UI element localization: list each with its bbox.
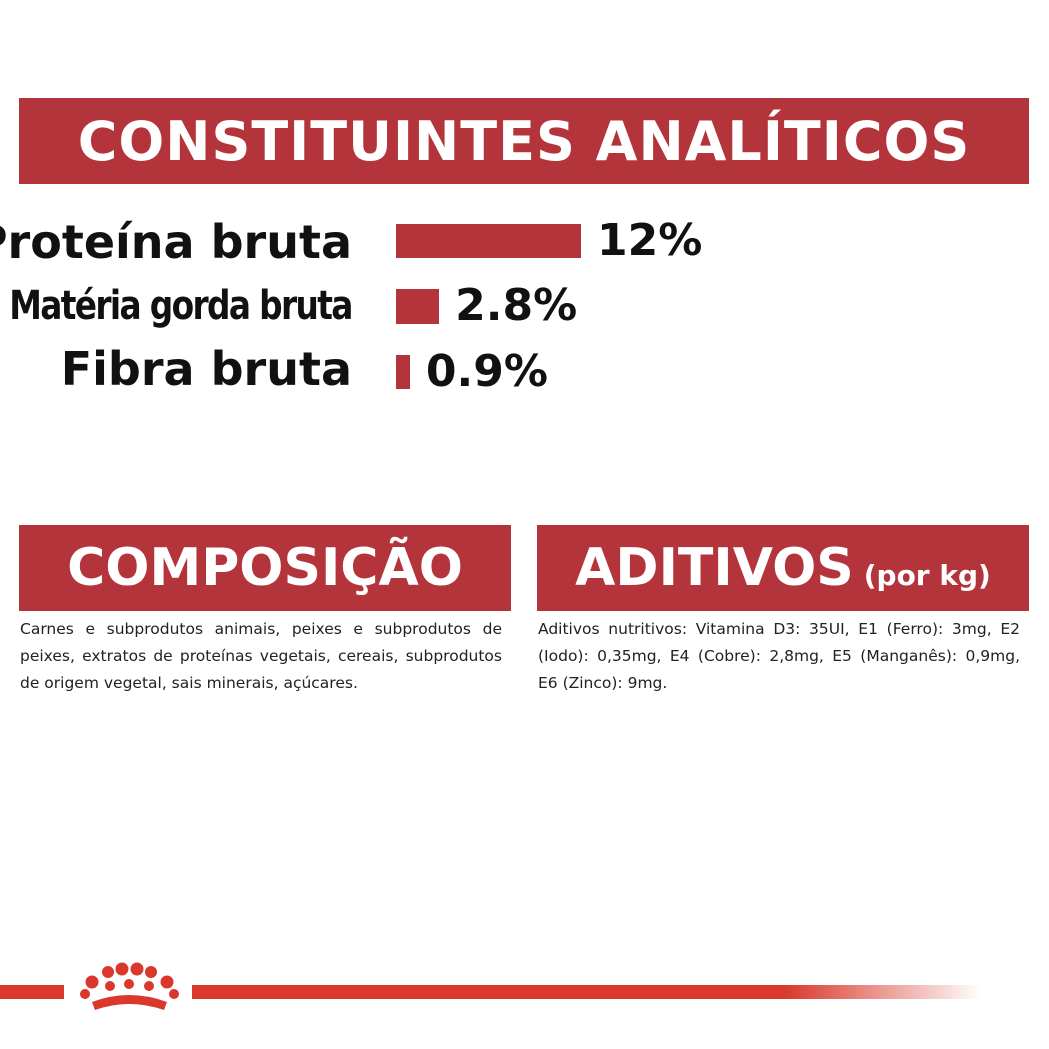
additives-subtitle: (por kg) [863,558,991,592]
category-label: Matéria gorda bruta [9,283,353,329]
chart-bar [396,355,410,389]
analytical-constituents-banner: CONSTITUINTES ANALÍTICOS [19,98,1029,184]
category-label: Proteína bruta [0,215,352,269]
chart-bar [396,224,581,258]
data-label: 12% [597,215,703,266]
additives-title: ADITIVOS [575,538,854,598]
additives-banner: ADITIVOS (por kg) [537,525,1029,611]
bottom-rule-left [0,985,64,999]
chart-bar [396,289,440,324]
banner-title: CONSTITUINTES ANALÍTICOS [77,109,971,173]
data-label: 0.9% [425,346,548,397]
data-label: 2.8% [455,280,578,331]
composition-banner: COMPOSIÇÃO [19,525,511,611]
additives-text: Aditivos nutritivos: Vitamina D3: 35UI, … [538,620,1020,692]
crown-logo-icon [80,962,179,1010]
bottom-rule-right [192,985,982,999]
category-label: Fibra bruta [60,342,352,396]
composition-title: COMPOSIÇÃO [67,538,463,598]
composition-text: Carnes e subprodutos animais, peixes e s… [20,620,502,692]
